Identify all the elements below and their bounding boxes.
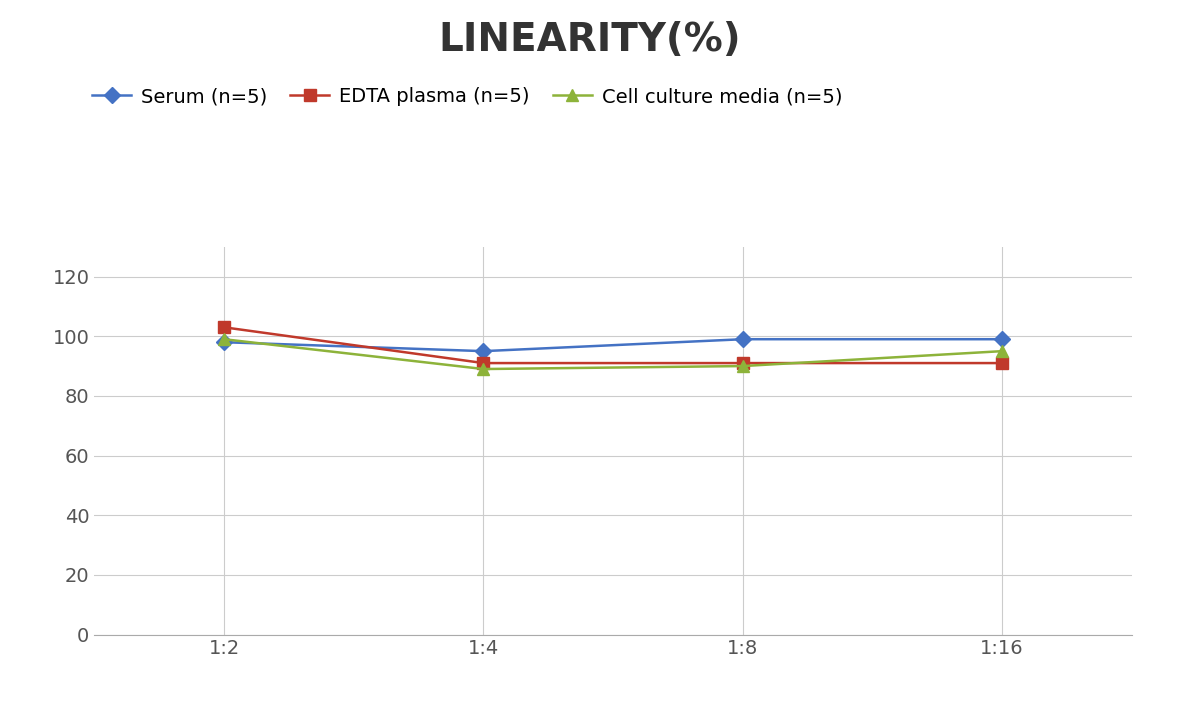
- Serum (n=5): [736, 335, 750, 343]
- Line: Serum (n=5): Serum (n=5): [218, 333, 1008, 357]
- Legend: Serum (n=5), EDTA plasma (n=5), Cell culture media (n=5): Serum (n=5), EDTA plasma (n=5), Cell cul…: [92, 87, 842, 106]
- Line: Cell culture media (n=5): Cell culture media (n=5): [218, 333, 1008, 374]
- Line: EDTA plasma (n=5): EDTA plasma (n=5): [218, 321, 1008, 369]
- Text: LINEARITY(%): LINEARITY(%): [439, 21, 740, 59]
- Cell culture media (n=5): [217, 335, 231, 343]
- Serum (n=5): [217, 338, 231, 346]
- Cell culture media (n=5): [476, 364, 490, 373]
- EDTA plasma (n=5): [476, 359, 490, 367]
- EDTA plasma (n=5): [995, 359, 1009, 367]
- Serum (n=5): [476, 347, 490, 355]
- Cell culture media (n=5): [995, 347, 1009, 355]
- Cell culture media (n=5): [736, 362, 750, 370]
- EDTA plasma (n=5): [736, 359, 750, 367]
- Serum (n=5): [995, 335, 1009, 343]
- EDTA plasma (n=5): [217, 323, 231, 331]
